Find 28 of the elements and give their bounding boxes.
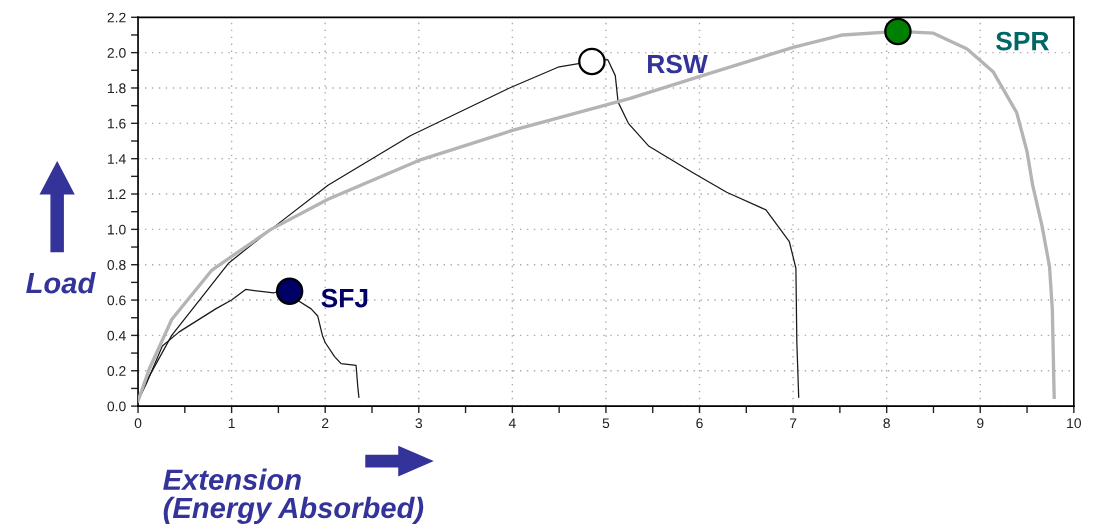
x-tick-label: 10	[1067, 418, 1082, 429]
x-tick-label: 1	[228, 418, 235, 428]
y-tick-label: 0.8	[107, 260, 126, 270]
y-tick-label: 1.8	[107, 83, 126, 94]
annotation: SFJ	[321, 288, 368, 308]
y-tick-label: 0.0	[107, 401, 126, 412]
x-tick-label: 3	[415, 418, 423, 429]
x-tick-label: 8	[883, 418, 890, 429]
x-tick-label: 2	[322, 418, 329, 428]
y-tick-label: 0.2	[107, 366, 126, 376]
x-axis-title: Extension (Energy Absorbed)	[163, 468, 424, 524]
y-tick-label: 2.2	[107, 12, 126, 23]
x-tick-label: 0	[134, 418, 142, 429]
x-tick-label: 5	[602, 418, 610, 429]
x-tick-label: 6	[696, 418, 703, 429]
y-tick-label: 0.6	[107, 295, 126, 306]
y-tick-label: 1.4	[107, 154, 126, 164]
y-tick-label: 1.2	[107, 189, 126, 200]
y-tick-label: 0.4	[107, 330, 126, 341]
y-axis-title: Load	[26, 271, 96, 294]
x-tick-label: 9	[977, 418, 984, 429]
annotation: RSW	[648, 54, 708, 74]
x-tick-label: 4	[508, 418, 516, 428]
x-tick-label: 7	[789, 418, 797, 428]
y-tick-label: 2.0	[107, 47, 126, 58]
annotation: SPR	[995, 31, 1049, 51]
y-tick-label: 1.0	[107, 224, 126, 235]
y-tick-label: 1.6	[107, 118, 126, 129]
